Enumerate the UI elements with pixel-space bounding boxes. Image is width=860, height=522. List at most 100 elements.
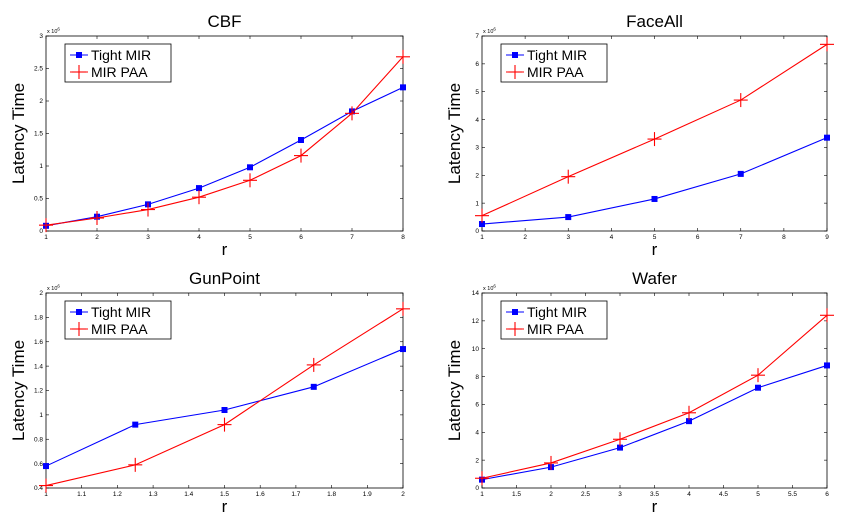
chart-2-x-tick-label: 1: [44, 491, 48, 498]
chart-0-x-tick-label: 7: [350, 234, 354, 241]
chart-0-point-1: [90, 211, 104, 225]
chart-2-y-tick-label: 2: [39, 290, 43, 297]
chart-3-y-tick-label: 6: [475, 402, 479, 409]
chart-1-legend-label-0: Tight MIR: [527, 47, 587, 63]
chart-2-x-axis-label: r: [222, 497, 228, 516]
chart-2-legend-label-1: MIR PAA: [91, 321, 148, 337]
chart-0-x-tick-label: 6: [299, 234, 303, 241]
chart-3-x-tick-label: 3: [618, 491, 622, 498]
chart-3-point-1: [751, 368, 765, 383]
chart-0-title: CBF: [208, 12, 242, 31]
chart-2-y-tick-label: 0.6: [34, 461, 43, 468]
chart-3-point-0: [686, 418, 692, 425]
chart-2-x-tick-label: 1.4: [184, 491, 193, 498]
chart-0-x-tick-label: 1: [44, 234, 48, 241]
chart-3-y-tick-label: 8: [475, 374, 479, 381]
chart-0-y-multiplier: x 106: [47, 27, 60, 36]
chart-1-point-1: [647, 132, 662, 147]
chart-3-point-1: [544, 455, 558, 470]
chart-1-title: FaceAll: [626, 12, 683, 31]
chart-0-point-0: [247, 164, 253, 171]
chart-3-title: Wafer: [632, 269, 677, 288]
chart-0-point-1: [294, 148, 308, 163]
chart-0-y-tick-label: 2: [39, 98, 43, 105]
chart-0-point-1: [345, 106, 359, 121]
chart-0-legend-marker-0: [76, 52, 82, 58]
chart-0-x-tick-label: 4: [197, 234, 201, 241]
chart-2-point-0: [310, 383, 317, 390]
chart-1-y-tick-label: 2: [475, 172, 479, 179]
chart-2-point-0: [132, 421, 139, 428]
chart-1-legend-label-1: MIR PAA: [527, 64, 584, 80]
chart-3-series-line-0: [481, 364, 828, 481]
chart-1-x-tick-label: 1: [480, 234, 484, 241]
chart-2-point-1: [128, 457, 143, 472]
chart-3-y-tick-label: 12: [472, 318, 480, 325]
chart-2-point-0: [43, 463, 49, 470]
chart-2-point-0: [221, 407, 228, 413]
chart-3-y-axis-label: Latency Time: [445, 340, 464, 441]
chart-3-legend-marker-0: [512, 309, 518, 315]
chart-1-x-tick-label: 6: [696, 234, 700, 241]
chart-0-point-1: [141, 202, 155, 217]
chart-0-y-tick-label: 0: [39, 228, 43, 235]
chart-0-series-line-1: [45, 56, 404, 226]
chart-3-series-line-1: [481, 314, 828, 479]
chart-1-x-tick-label: 8: [782, 234, 786, 241]
chart-1-point-0: [824, 134, 830, 141]
chart-1-y-tick-label: 6: [475, 61, 479, 68]
chart-0-point-1: [396, 49, 410, 64]
chart-2-x-tick-label: 1.2: [113, 491, 122, 498]
chart-3-x-tick-label: 5: [756, 491, 760, 498]
chart-1-point-1: [820, 37, 834, 52]
chart-0-y-tick-label: 0.5: [34, 196, 43, 203]
chart-0-y-tick-label: 2.5: [34, 66, 43, 73]
chart-0-point-1: [243, 173, 257, 188]
chart-0-y-tick-label: 1: [39, 163, 43, 170]
chart-1-legend-marker-0: [512, 52, 518, 58]
chart-1-point-0: [479, 221, 485, 228]
chart-0-point-0: [196, 185, 202, 192]
chart-3-x-tick-label: 1: [480, 491, 484, 498]
chart-3-y-tick-label: 10: [472, 346, 480, 353]
chart-0-x-tick-label: 8: [401, 234, 405, 241]
chart-2-point-1: [39, 478, 53, 493]
chart-3-x-tick-label: 2.5: [581, 491, 590, 498]
chart-0-y-tick-label: 1.5: [34, 131, 43, 138]
chart-1-y-axis-label: Latency Time: [445, 83, 464, 184]
chart-2-y-axis-label: Latency Time: [9, 340, 28, 441]
chart-1-y-multiplier: x 106: [483, 27, 496, 36]
chart-1-point-1: [561, 169, 576, 184]
chart-2-y-tick-label: 0.4: [34, 485, 43, 492]
chart-2-point-1: [217, 417, 232, 432]
chart-3-x-tick-label: 3.5: [650, 491, 659, 498]
chart-1-point-0: [737, 170, 744, 177]
chart-0-point-1: [192, 190, 206, 205]
chart-1-x-tick-label: 4: [610, 234, 614, 241]
chart-2-y-tick-label: 1.8: [34, 315, 43, 322]
chart-2-y-tick-label: 1.6: [34, 339, 43, 346]
chart-3-y-tick-label: 0: [475, 485, 479, 492]
chart-0-point-1: [39, 218, 53, 233]
chart-1-y-tick-label: 1: [475, 200, 479, 207]
chart-0-y-axis-label: Latency Time: [9, 83, 28, 184]
chart-0-series-line-0: [45, 86, 404, 227]
chart-3-point-0: [617, 444, 623, 451]
chart-1-y-tick-label: 0: [475, 228, 479, 235]
chart-0-x-axis-label: r: [222, 240, 228, 259]
chart-1-y-tick-label: 3: [475, 145, 479, 152]
chart-2-x-tick-label: 1.5: [220, 491, 229, 498]
chart-0-x-tick-label: 3: [146, 234, 150, 241]
chart-3-y-tick-label: 2: [475, 457, 479, 464]
chart-1-legend-box: [500, 43, 608, 83]
chart-3-y-multiplier: x 106: [483, 284, 496, 293]
chart-3-x-tick-label: 6: [825, 491, 829, 498]
chart-0-x-tick-label: 2: [95, 234, 99, 241]
chart-3-x-tick-label: 5.5: [788, 491, 797, 498]
chart-2-y-multiplier: x 106: [47, 284, 60, 293]
